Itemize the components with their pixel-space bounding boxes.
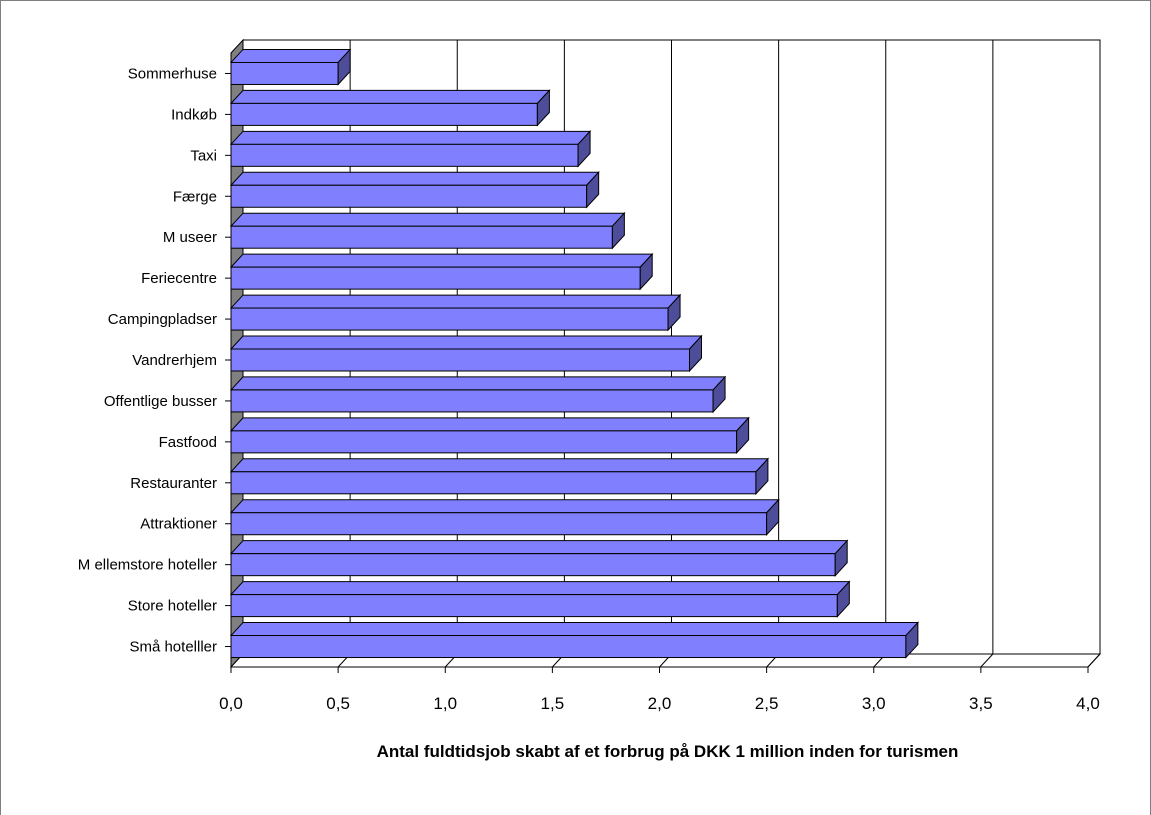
bar bbox=[229, 457, 770, 496]
bar-front-face bbox=[230, 553, 836, 577]
back-wall-border bbox=[243, 39, 1101, 654]
bar-end-face bbox=[667, 293, 681, 332]
category-label: Attraktioner bbox=[140, 516, 217, 533]
category-label: Færge bbox=[173, 188, 217, 205]
category-label: M useer bbox=[163, 229, 217, 246]
bar-top-face bbox=[229, 581, 851, 596]
x-tick-label: 4,0 bbox=[1076, 694, 1100, 713]
bar bbox=[229, 416, 750, 455]
bar-end-face bbox=[586, 170, 600, 209]
bar-top-face bbox=[229, 540, 849, 555]
bar-front-face bbox=[230, 225, 613, 249]
bar bbox=[229, 334, 703, 373]
bar-end-face bbox=[834, 539, 848, 577]
bar-top-face bbox=[229, 212, 626, 227]
bar-front-face bbox=[230, 348, 690, 372]
floor-gridline bbox=[980, 653, 994, 668]
category-label: Taxi bbox=[190, 147, 217, 164]
category-label: Små hotelller bbox=[129, 639, 217, 656]
bar-end-face bbox=[337, 48, 351, 86]
category-label: Feriecentre bbox=[141, 270, 217, 287]
bar-front-face bbox=[230, 307, 669, 331]
x-tick-label: 3,0 bbox=[862, 694, 886, 713]
bar bbox=[229, 252, 654, 291]
bar-front-face bbox=[230, 471, 757, 495]
category-label: Fastfood bbox=[159, 434, 217, 451]
category-labels: Sommerhuse Indkøb Taxi Færge M useer Feriecen… bbox=[78, 65, 231, 656]
bar-top-face bbox=[229, 294, 682, 309]
bars bbox=[229, 48, 920, 659]
bar-top-face bbox=[229, 171, 600, 186]
bar-top-face bbox=[229, 48, 352, 63]
bar-top-face bbox=[229, 89, 551, 104]
bar-end-face bbox=[577, 130, 591, 168]
bar bbox=[229, 375, 727, 414]
category-label: Campingpladser bbox=[108, 311, 217, 328]
bar-end-face bbox=[755, 457, 769, 496]
category-label: Indkøb bbox=[171, 106, 217, 123]
bar-top-face bbox=[229, 622, 920, 637]
x-tick-label: 2,0 bbox=[648, 694, 672, 713]
bar-front-face bbox=[230, 594, 838, 618]
x-tick-label: 0,0 bbox=[219, 694, 243, 713]
bar bbox=[229, 130, 592, 168]
bar-front-face bbox=[230, 266, 641, 290]
bar-front-face bbox=[230, 635, 907, 659]
bar-front-face bbox=[230, 389, 714, 413]
bar-end-face bbox=[905, 621, 919, 659]
x-tick-label: 0,5 bbox=[326, 694, 350, 713]
bar-top-face bbox=[229, 253, 654, 268]
x-tick-label: 3,5 bbox=[969, 694, 993, 713]
bar-end-face bbox=[836, 580, 850, 618]
bar-top-face bbox=[229, 335, 703, 350]
bar-end-face bbox=[712, 375, 726, 414]
bar bbox=[229, 621, 920, 659]
bar bbox=[229, 211, 626, 250]
category-label: M ellemstore hoteller bbox=[78, 557, 217, 574]
bar bbox=[229, 89, 551, 127]
bar-top-face bbox=[229, 499, 780, 514]
bar-front-face bbox=[230, 143, 579, 167]
category-label: Vandrerhjem bbox=[132, 352, 217, 369]
bar-top-face bbox=[229, 417, 750, 432]
bar-top-face bbox=[229, 458, 770, 473]
bar-end-face bbox=[688, 334, 702, 373]
x-tick-label: 2,5 bbox=[755, 694, 779, 713]
bar bbox=[229, 48, 352, 86]
floor-gridline bbox=[1087, 653, 1101, 668]
bar-end-face bbox=[736, 416, 750, 455]
bar-top-face bbox=[229, 130, 592, 145]
bar-front-face bbox=[230, 512, 768, 536]
x-tick-label: 1,5 bbox=[541, 694, 565, 713]
bar-front-face bbox=[230, 430, 738, 454]
bar bbox=[229, 539, 849, 577]
bar bbox=[229, 580, 851, 618]
x-tick-labels: 0,0 0,5 1,0 1,5 2,0 2,5 3,0 3,5 4,0 bbox=[219, 694, 1100, 713]
bar-top-face bbox=[229, 376, 727, 391]
bar-end-face bbox=[611, 211, 625, 250]
bar-end-face bbox=[639, 252, 653, 291]
category-label: Restauranter bbox=[130, 475, 217, 492]
bar bbox=[229, 498, 780, 537]
category-label: Store hoteller bbox=[128, 598, 217, 615]
x-tick-label: 1,0 bbox=[433, 694, 457, 713]
bar bbox=[229, 293, 682, 332]
x-axis-label: Antal fuldtidsjob skabt af et forbrug på… bbox=[377, 742, 959, 761]
bar bbox=[229, 170, 600, 209]
bar-end-face bbox=[536, 89, 550, 127]
bar-end-face bbox=[766, 498, 780, 537]
bar-front-face bbox=[230, 184, 588, 208]
category-label: Sommerhuse bbox=[128, 65, 217, 82]
bar-front-face bbox=[230, 61, 339, 85]
bar-front-face bbox=[230, 102, 538, 126]
category-label: Offentlige busser bbox=[104, 393, 217, 410]
